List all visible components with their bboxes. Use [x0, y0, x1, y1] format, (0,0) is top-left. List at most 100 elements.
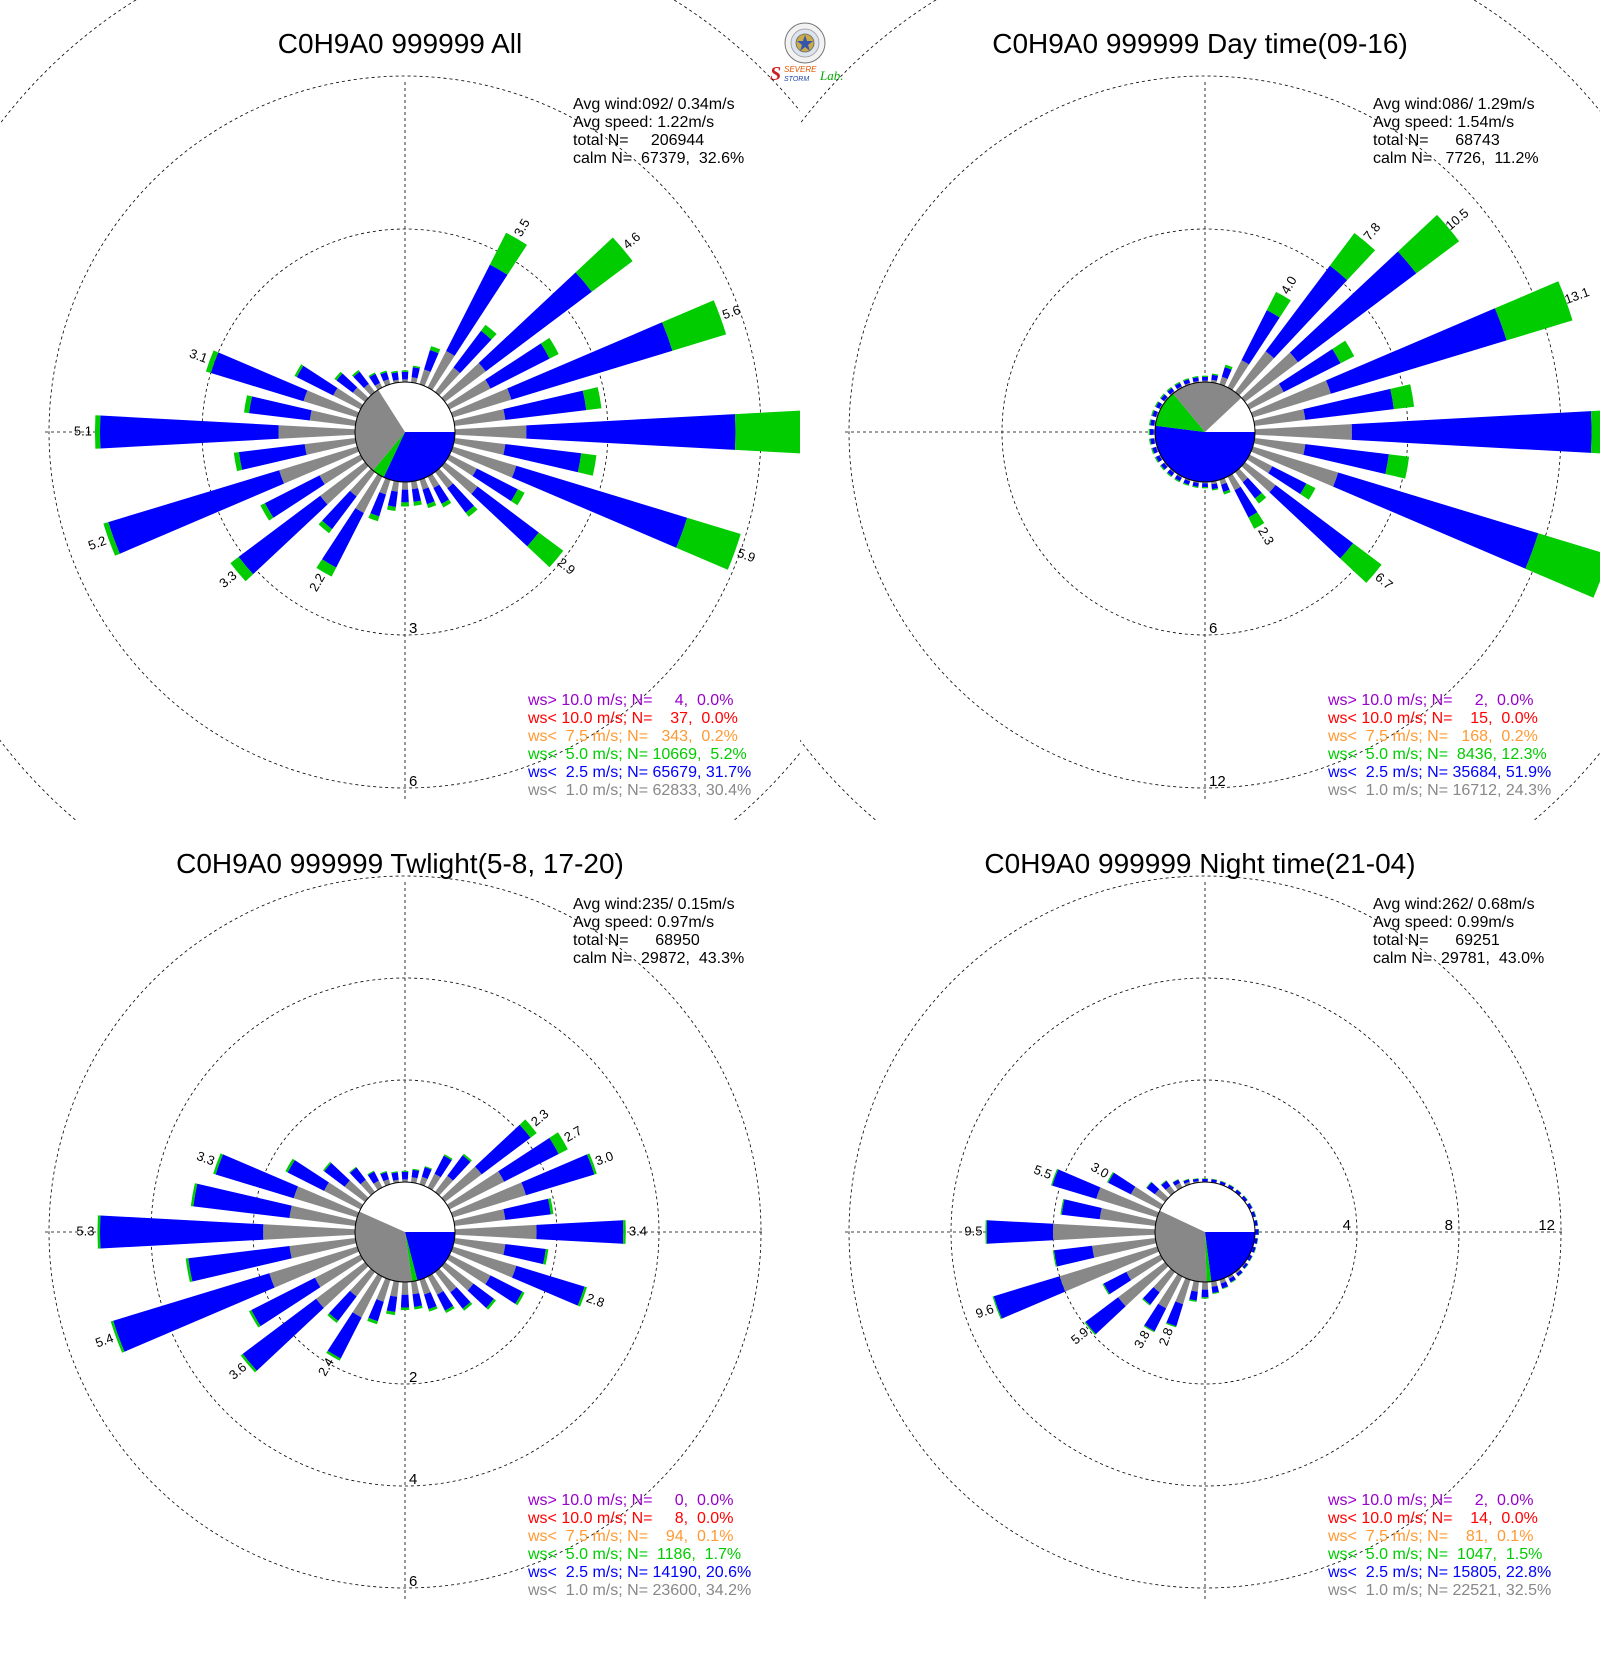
- wind-petal-segment: [368, 1299, 384, 1322]
- legend-entry: ws< 2.5 m/s; N= 15805, 22.8%: [1328, 1564, 1552, 1581]
- ring-label: 6: [409, 773, 417, 790]
- wind-petal-segment: [1238, 1272, 1243, 1277]
- wind-petal-segment: [1103, 1271, 1132, 1295]
- wind-petal-segment: [1085, 1297, 1126, 1335]
- wind-petal-segment: [1165, 1185, 1175, 1196]
- wind-petal-segment: [1258, 1229, 1260, 1235]
- wind-petal-segment: [1170, 391, 1175, 396]
- grid-ring: [1052, 1079, 1358, 1385]
- petal-value-label: 5.9: [735, 545, 757, 565]
- wind-petal-segment: [1202, 375, 1208, 377]
- wind-petal-segment: [446, 454, 477, 476]
- wind-petal-segment: [412, 1293, 423, 1307]
- wind-petal-segment: [1269, 485, 1354, 559]
- petal-value-label: 2.3: [1255, 524, 1277, 547]
- wind-petal-segment: [1201, 1289, 1209, 1298]
- wind-petal-segment: [1166, 386, 1172, 392]
- wind-petal-segment: [316, 559, 337, 577]
- wind-petal-segment: [1160, 1180, 1167, 1186]
- wind-petal-segment: [1256, 1238, 1259, 1245]
- wind-petal-segment: [1235, 468, 1248, 483]
- wind-petal-segment: [1155, 455, 1162, 463]
- wind-petal-segment: [97, 1215, 101, 1249]
- wind-rose-day-legend: ws> 10.0 m/s; N= 2, 0.0% ws< 10.0 m/s; N…: [1328, 692, 1551, 800]
- avg-wind-text: Avg wind:262/ 0.68m/s: [1373, 896, 1535, 913]
- ring-label: 12: [1209, 773, 1226, 790]
- wind-petal-segment: [1164, 462, 1169, 467]
- wind-petal-segment: [441, 1262, 474, 1291]
- avg-speed-text: Avg speed: 0.99m/s: [1373, 914, 1515, 931]
- grid-ring: [48, 875, 762, 1589]
- wind-petal-segment: [279, 446, 359, 484]
- wind-rose-twilight-stats: Avg wind:235/ 0.15m/s Avg speed: 0.97m/s…: [573, 896, 744, 968]
- wind-petal-segment: [986, 1220, 1054, 1244]
- wind-petal-segment: [238, 495, 328, 575]
- wind-petal-segment: [451, 446, 517, 478]
- wind-petal-segment: [322, 490, 357, 530]
- wind-petal-segment: [428, 1306, 438, 1312]
- wind-petal-segment: [103, 522, 120, 556]
- legend-entry: ws< 10.0 m/s; N= 15, 0.0%: [1328, 710, 1538, 727]
- legend-entry: ws< 1.0 m/s; N= 16712, 24.3%: [1328, 782, 1552, 799]
- wind-petal-segment: [1235, 1189, 1242, 1196]
- wind-petal-segment: [1253, 1211, 1257, 1217]
- wind-petal-segment: [1167, 469, 1175, 477]
- wind-petal-segment: [1092, 1238, 1157, 1258]
- wind-petal-segment: [453, 1238, 506, 1255]
- petal-value-label: 5.5: [1032, 1162, 1054, 1182]
- wind-petal-segment: [1241, 1262, 1246, 1267]
- wind-petal-segment: [367, 1170, 375, 1176]
- wind-petal-segment: [426, 501, 437, 509]
- wind-petal-segment: [1170, 468, 1175, 473]
- wind-petal-segment: [446, 1254, 491, 1285]
- wind-petal-segment: [419, 478, 429, 490]
- wind-petal-segment: [1249, 1202, 1253, 1208]
- wind-petal-segment: [294, 364, 304, 378]
- wind-petal-segment: [503, 1244, 546, 1265]
- wind-petal-segment: [453, 1209, 506, 1226]
- wind-petal-segment: [1254, 492, 1267, 504]
- wind-petal-segment: [433, 484, 449, 504]
- petal-value-label: 3.0: [593, 1148, 615, 1168]
- wind-petal-segment: [498, 1137, 559, 1182]
- wind-petal-segment: [411, 377, 418, 384]
- wind-petal-segment: [429, 346, 441, 354]
- wind-petal-segment: [1150, 419, 1156, 426]
- wind-petal-segment: [1254, 1220, 1258, 1226]
- wind-petal-segment: [575, 237, 633, 292]
- grid-ring: [150, 977, 660, 1487]
- wind-petal-segment: [453, 438, 506, 455]
- wind-petal-segment: [260, 503, 274, 521]
- avg-speed-text: Avg speed: 1.22m/s: [573, 114, 715, 131]
- wind-rose-night: 4 8 12 2.8 3.8 5.9 9.6 9.5 5.5 3.0 C0H9A0 999999 …: [800, 820, 1600, 1640]
- wind-petal-segment: [387, 490, 398, 507]
- wind-petal-segment: [324, 1182, 364, 1210]
- wind-petal-segment: [205, 350, 219, 373]
- wind-rose-day-plot: 612184.07.810.513.116.314.66.72.3: [800, 0, 1600, 820]
- wind-petal-segment: [1189, 1299, 1197, 1302]
- wind-petal-segment: [309, 410, 357, 426]
- wind-petal-segment: [1153, 1268, 1175, 1293]
- legend-entry: ws< 7.5 m/s; N= 81, 0.1%: [1328, 1528, 1534, 1545]
- wind-petal-segment: [1052, 1169, 1101, 1199]
- wind-petal-segment: [249, 1310, 261, 1328]
- wind-petal-segment: [411, 1280, 420, 1295]
- wind-petal-segment: [238, 444, 307, 470]
- wind-petal-segment: [485, 1275, 523, 1304]
- wind-petal-segment: [419, 369, 431, 386]
- wind-petal-segment: [1220, 1281, 1229, 1289]
- wind-petal-segment: [1126, 1254, 1164, 1281]
- wind-petal-segment: [519, 1119, 537, 1138]
- wind-petal-segment: [1332, 340, 1355, 364]
- wind-petal-segment: [1221, 482, 1230, 492]
- wind-petal-segment: [1184, 1181, 1191, 1186]
- wind-rose-twilight-plot: 2 4 6 2.3 2.7 3.0 3.4 2.8 2.4 3.6 5.4 5.3 3.3: [45, 875, 765, 1602]
- wind-petal-segment: [1255, 1229, 1259, 1235]
- wind-petal-segment: [1525, 533, 1600, 598]
- ring-label: 6: [409, 1573, 417, 1590]
- legend-entry: ws< 10.0 m/s; N= 14, 0.0%: [1328, 1510, 1538, 1527]
- wind-petal-segment: [515, 1291, 525, 1306]
- wind-petal-segment: [285, 1158, 295, 1173]
- wind-petal-segment: [1160, 394, 1168, 402]
- wind-petal-segment: [1201, 1281, 1209, 1290]
